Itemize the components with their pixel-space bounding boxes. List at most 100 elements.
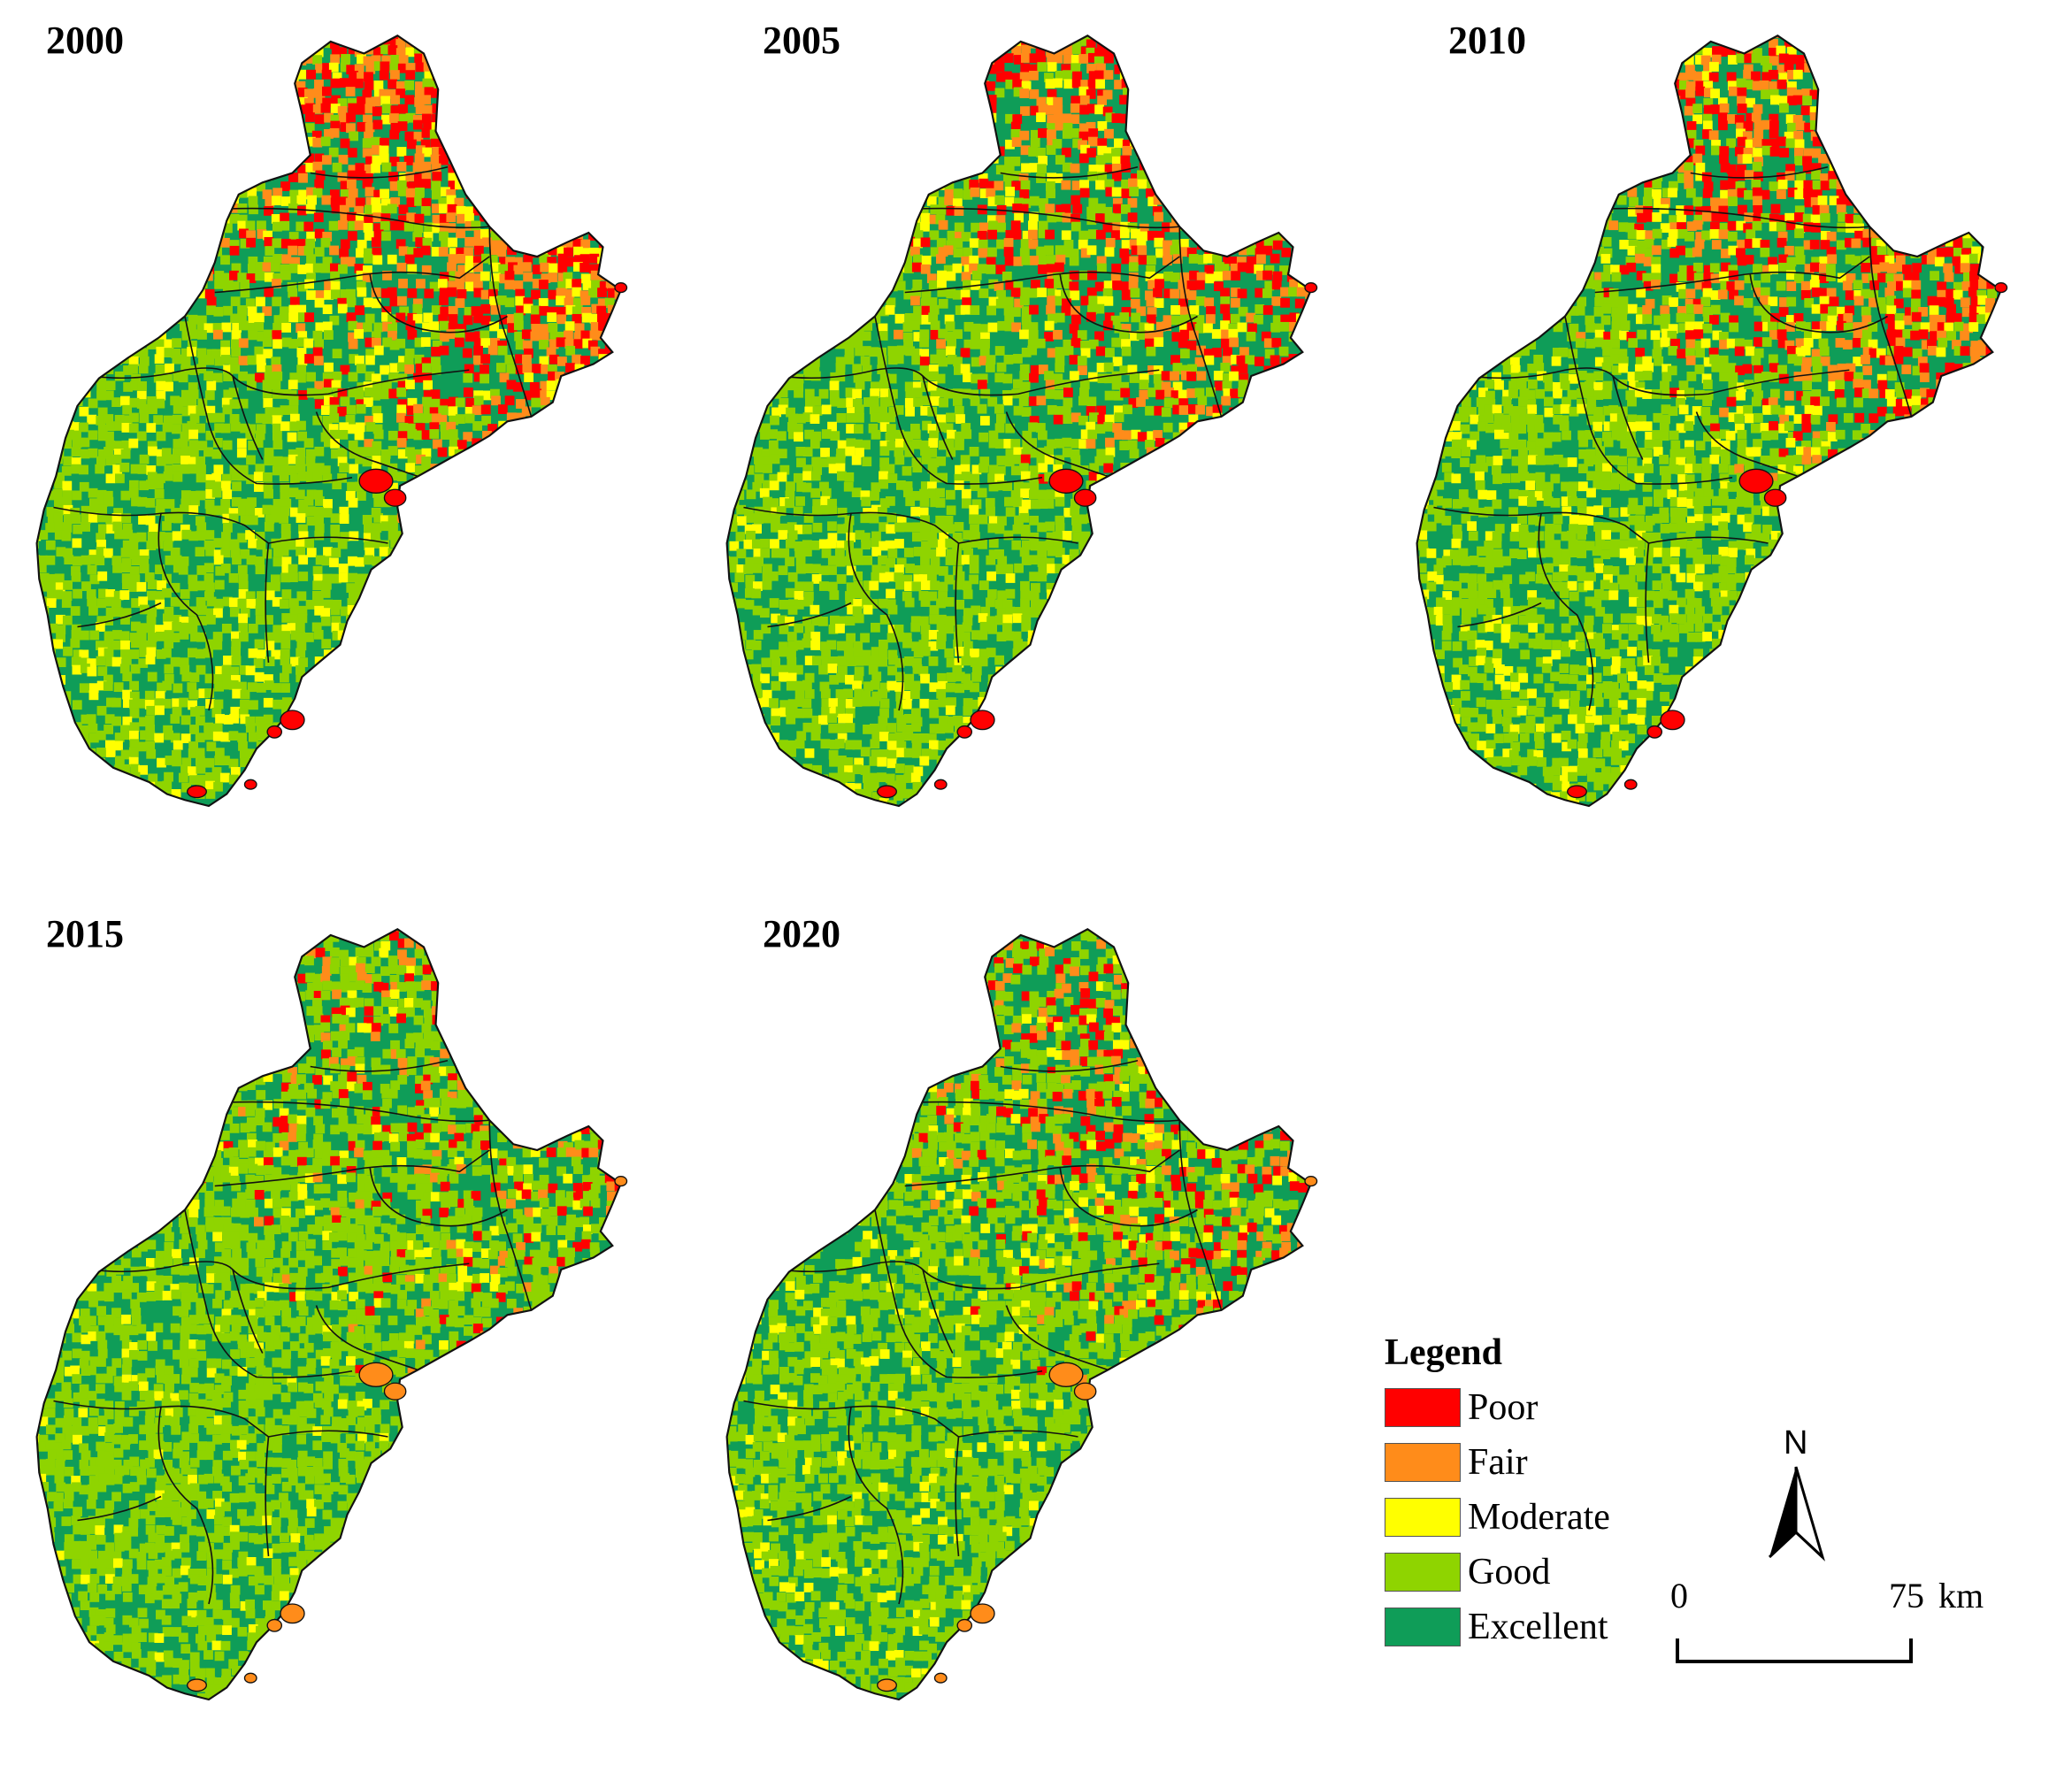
- island: [187, 1678, 207, 1692]
- legend-label: Fair: [1468, 1439, 1528, 1485]
- county-boundary: [1564, 316, 1733, 485]
- county-boundary: [1594, 256, 1870, 294]
- scale-end-value: 75: [1889, 1576, 1924, 1615]
- county-boundary: [743, 1400, 1078, 1438]
- county-boundary: [1178, 226, 1223, 418]
- county-boundary: [232, 375, 264, 460]
- island: [1048, 468, 1084, 494]
- county-boundary: [1433, 506, 1769, 544]
- legend-label: Poor: [1468, 1385, 1538, 1431]
- county-boundary: [77, 602, 162, 628]
- county-boundary: [848, 1407, 904, 1605]
- county-boundary: [917, 207, 1180, 229]
- island: [614, 282, 628, 294]
- legend-item-moderate: Moderate: [1385, 1494, 1650, 1540]
- island: [280, 710, 305, 731]
- region-outline: [35, 34, 623, 808]
- island: [1073, 1382, 1097, 1400]
- county-boundary: [226, 207, 490, 229]
- county-boundary: [1178, 1120, 1223, 1311]
- county-boundary: [53, 1400, 388, 1438]
- legend-item-excellent: Excellent: [1385, 1604, 1650, 1650]
- legend-title: Legend: [1385, 1331, 1502, 1374]
- legend-swatch: [1385, 1498, 1461, 1537]
- island: [1738, 468, 1774, 494]
- county-boundary: [369, 274, 508, 334]
- island: [243, 1672, 257, 1684]
- island: [877, 785, 897, 799]
- map-2005: [725, 34, 1318, 808]
- county-boundary: [1000, 1059, 1139, 1072]
- island: [956, 725, 973, 739]
- year-label: 2010: [1448, 18, 1526, 63]
- county-boundary: [1059, 274, 1198, 334]
- county-boundary: [874, 1209, 1043, 1378]
- county-boundary: [767, 1495, 852, 1522]
- county-boundary: [1457, 602, 1542, 628]
- island: [614, 1176, 628, 1187]
- map-panel-2005: 2005: [690, 0, 1380, 885]
- county-boundary: [1538, 513, 1594, 711]
- county-boundary: [1059, 1168, 1198, 1227]
- legend-swatch: [1385, 1553, 1461, 1592]
- county-boundary: [743, 506, 1078, 544]
- island: [1048, 1362, 1084, 1387]
- map-panel-2010: 2010: [1380, 0, 2070, 885]
- county-boundary: [848, 513, 904, 711]
- raster-texture: [1416, 35, 2001, 807]
- county-boundary: [904, 1149, 1180, 1187]
- island: [877, 1678, 897, 1692]
- scale-bar: 0 75 km: [1654, 1575, 2008, 1681]
- county-boundary: [214, 256, 490, 294]
- county-boundary: [488, 226, 533, 418]
- county-boundary: [955, 542, 960, 664]
- island: [187, 785, 207, 799]
- county-boundary: [1645, 542, 1650, 664]
- island: [970, 710, 995, 731]
- island: [266, 725, 283, 739]
- map-2015: [35, 927, 628, 1701]
- county-boundary: [157, 513, 214, 711]
- legend-item-poor: Poor: [1385, 1385, 1650, 1431]
- county-boundary: [1000, 165, 1139, 179]
- island: [1567, 785, 1587, 799]
- region-outline: [725, 34, 1313, 808]
- county-boundary: [265, 542, 270, 664]
- map-panel-2000: 2000: [0, 0, 690, 885]
- county-boundary: [779, 1261, 1160, 1290]
- island: [1623, 779, 1638, 790]
- county-boundary: [310, 1059, 449, 1072]
- legend-swatch: [1385, 1388, 1461, 1427]
- county-boundary: [1005, 1305, 1109, 1371]
- island: [970, 1603, 995, 1624]
- island: [383, 1382, 407, 1400]
- island: [1073, 488, 1097, 507]
- island: [1994, 282, 2008, 294]
- county-boundary: [1690, 165, 1829, 179]
- county-boundary: [53, 506, 388, 544]
- island: [933, 779, 948, 790]
- island: [1646, 725, 1663, 739]
- island: [1763, 488, 1787, 507]
- legend-swatch: [1385, 1443, 1461, 1482]
- region-outline: [35, 927, 623, 1701]
- county-boundary: [88, 367, 470, 396]
- year-label: 2005: [763, 18, 840, 63]
- north-arrow-icon: N: [1761, 1424, 1831, 1575]
- scale-unit: km: [1938, 1576, 1984, 1615]
- legend-label: Excellent: [1468, 1604, 1608, 1650]
- legend: Legend Poor Fair Moderate Good Excellent: [1385, 1331, 1650, 1650]
- county-boundary: [214, 1149, 490, 1187]
- county-boundary: [1749, 274, 1888, 334]
- island: [383, 488, 407, 507]
- county-boundary: [779, 367, 1160, 396]
- county-boundary: [922, 375, 954, 460]
- county-boundary: [310, 165, 449, 179]
- county-boundary: [315, 411, 418, 478]
- island: [1304, 282, 1318, 294]
- county-boundary: [88, 1261, 470, 1290]
- map-2000: [35, 34, 628, 808]
- island: [956, 1618, 973, 1632]
- island: [280, 1603, 305, 1624]
- county-boundary: [1695, 411, 1799, 478]
